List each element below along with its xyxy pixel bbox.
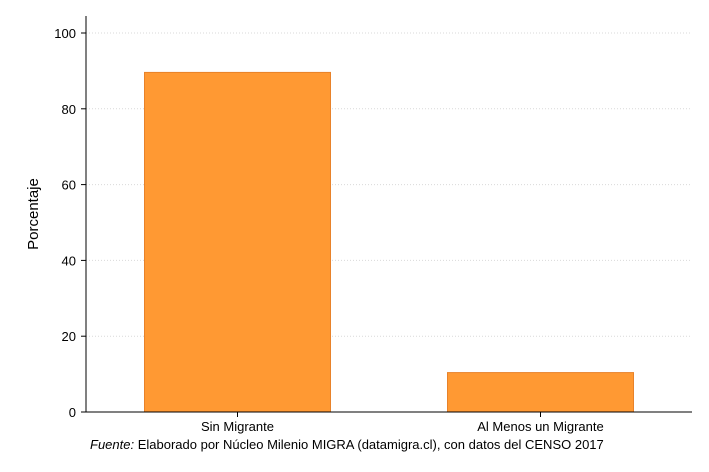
y-tick-label: 60 [62, 178, 76, 193]
x-category-label: Sin Migrante [201, 419, 274, 434]
bar [144, 71, 331, 413]
source-text: Elaborado por Núcleo Milenio MIGRA (data… [134, 437, 604, 452]
y-axis-label: Porcentaje [25, 178, 42, 250]
gridlines [86, 32, 692, 337]
source-note: Fuente: Elaborado por Núcleo Milenio MIG… [90, 437, 604, 452]
y-axis-ticks: 0 20 40 60 80 100 [54, 26, 86, 420]
y-tick-label: 80 [62, 102, 76, 117]
bars [144, 71, 634, 413]
source-prefix: Fuente: [90, 437, 135, 452]
y-tick-label: 40 [62, 253, 76, 268]
y-tick-label: 0 [69, 405, 76, 420]
y-tick-label: 100 [54, 26, 76, 41]
y-tick-label: 20 [62, 329, 76, 344]
bar [447, 372, 634, 413]
x-axis-categories: Sin Migrante Al Menos un Migrante [201, 412, 604, 434]
x-category-label: Al Menos un Migrante [477, 419, 603, 434]
